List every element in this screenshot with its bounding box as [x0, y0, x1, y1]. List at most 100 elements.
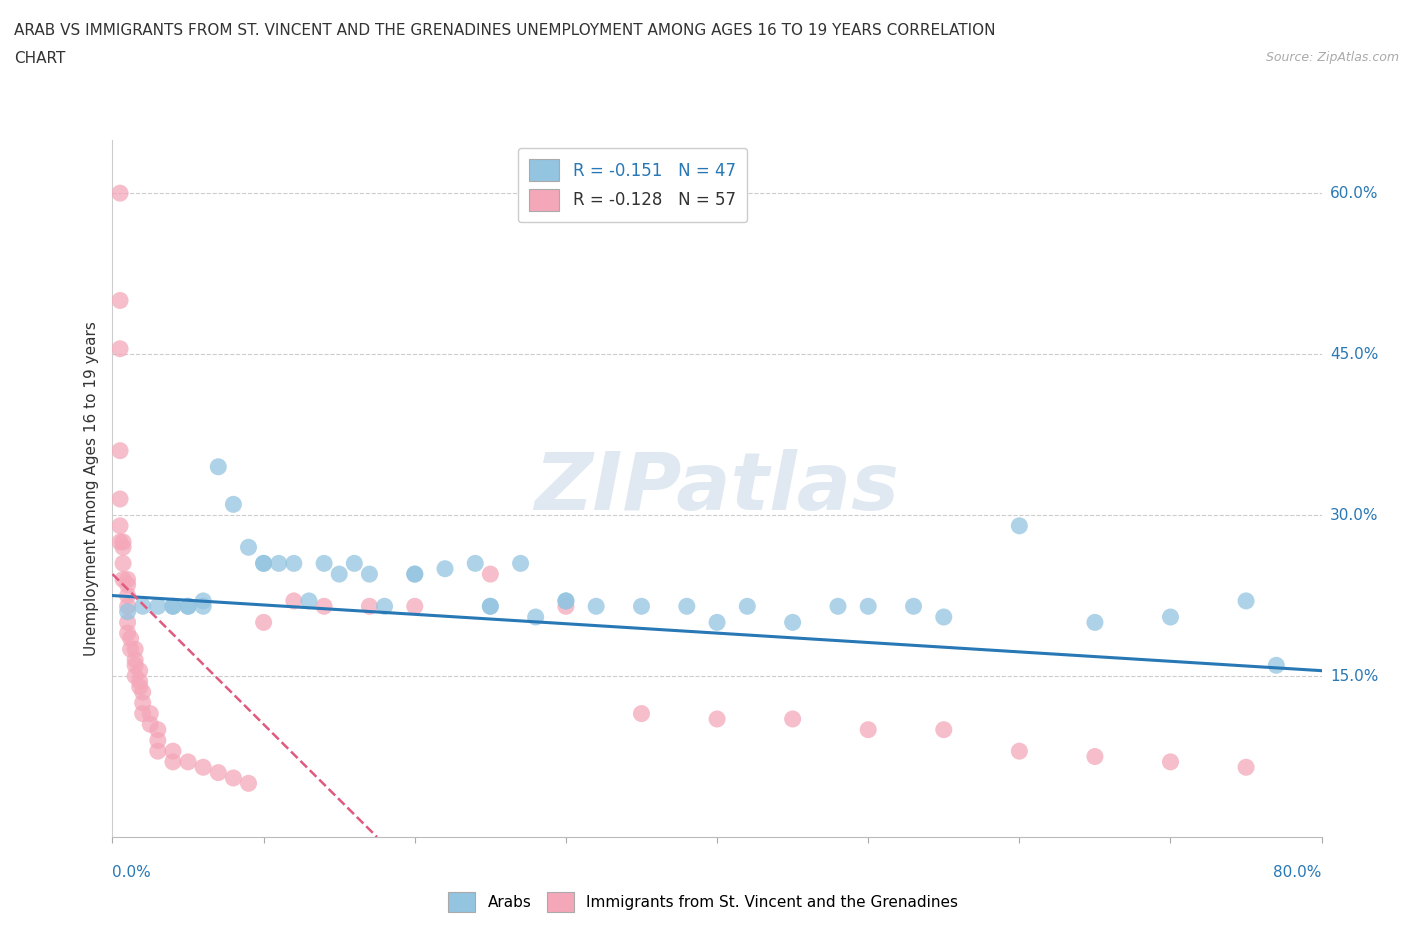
Point [139, 706, 162, 721]
Point [112, 556, 135, 571]
Point [524, 609, 547, 624]
Point [108, 293, 131, 308]
Point [932, 723, 955, 737]
Text: 15.0%: 15.0% [1330, 669, 1378, 684]
Point [128, 679, 150, 694]
Point [117, 599, 139, 614]
Point [146, 723, 169, 737]
Point [132, 684, 155, 699]
Point [146, 599, 169, 614]
Point [124, 669, 146, 684]
Point [253, 556, 276, 571]
Point [1008, 744, 1031, 759]
Point [1008, 518, 1031, 533]
Point [162, 599, 184, 614]
Point [782, 615, 804, 630]
Text: ZIPatlas: ZIPatlas [534, 449, 900, 527]
Point [932, 609, 955, 624]
Point [1084, 749, 1107, 764]
Text: 80.0%: 80.0% [1274, 865, 1322, 880]
Point [1234, 760, 1257, 775]
Point [706, 615, 728, 630]
Point [479, 566, 502, 581]
Text: 30.0%: 30.0% [1330, 508, 1378, 523]
Point [191, 760, 214, 775]
Point [112, 535, 135, 550]
Point [191, 593, 214, 608]
Point [827, 599, 849, 614]
Point [1234, 593, 1257, 608]
Point [464, 556, 486, 571]
Point [479, 599, 502, 614]
Text: CHART: CHART [14, 51, 66, 66]
Point [108, 186, 131, 201]
Point [132, 706, 155, 721]
Point [162, 754, 184, 769]
Point [124, 653, 146, 668]
Point [112, 539, 135, 554]
Point [856, 723, 880, 737]
Point [1084, 615, 1107, 630]
Point [191, 599, 214, 614]
Point [162, 744, 184, 759]
Point [108, 444, 131, 458]
Legend: R = -0.151   N = 47, R = -0.128   N = 57: R = -0.151 N = 47, R = -0.128 N = 57 [517, 148, 747, 222]
Point [585, 599, 607, 614]
Point [630, 706, 652, 721]
Point [328, 566, 350, 581]
Point [128, 663, 150, 678]
Point [554, 593, 576, 608]
Y-axis label: Unemployment Among Ages 16 to 19 years: Unemployment Among Ages 16 to 19 years [83, 321, 98, 656]
Point [222, 497, 245, 512]
Point [177, 754, 200, 769]
Point [207, 765, 229, 780]
Text: 60.0%: 60.0% [1330, 186, 1378, 201]
Point [177, 599, 200, 614]
Point [404, 566, 426, 581]
Point [404, 599, 426, 614]
Point [903, 599, 925, 614]
Point [554, 593, 576, 608]
Point [359, 566, 381, 581]
Point [298, 593, 321, 608]
Point [856, 599, 880, 614]
Point [630, 599, 652, 614]
Point [124, 658, 146, 672]
Point [222, 771, 245, 786]
Point [404, 566, 426, 581]
Point [117, 626, 139, 641]
Point [782, 711, 804, 726]
Point [112, 572, 135, 587]
Point [479, 599, 502, 614]
Point [283, 593, 305, 608]
Point [253, 615, 276, 630]
Point [120, 642, 142, 657]
Point [139, 717, 162, 732]
Point [117, 615, 139, 630]
Point [433, 562, 456, 577]
Point [359, 599, 381, 614]
Point [117, 588, 139, 603]
Text: 0.0%: 0.0% [112, 865, 152, 880]
Point [207, 459, 229, 474]
Point [132, 696, 155, 711]
Point [267, 556, 290, 571]
Point [1159, 609, 1181, 624]
Point [108, 535, 131, 550]
Point [128, 674, 150, 689]
Point [554, 599, 576, 614]
Point [124, 642, 146, 657]
Point [253, 556, 276, 571]
Point [1159, 754, 1181, 769]
Point [283, 556, 305, 571]
Point [238, 776, 260, 790]
Point [120, 631, 142, 646]
Point [117, 578, 139, 592]
Point [117, 604, 139, 619]
Text: 45.0%: 45.0% [1330, 347, 1378, 362]
Legend: Arabs, Immigrants from St. Vincent and the Grenadines: Arabs, Immigrants from St. Vincent and t… [441, 886, 965, 918]
Point [675, 599, 697, 614]
Point [146, 733, 169, 748]
Point [146, 744, 169, 759]
Point [374, 599, 396, 614]
